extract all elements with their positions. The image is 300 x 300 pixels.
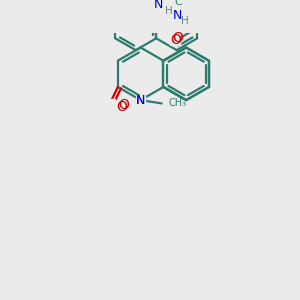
Text: O: O	[118, 98, 129, 112]
Bar	[170, 37, 180, 45]
Text: C: C	[175, 0, 182, 7]
Text: CH₃: CH₃	[168, 98, 186, 108]
Text: N: N	[136, 94, 145, 106]
Text: N: N	[153, 0, 163, 11]
Text: N: N	[173, 9, 182, 22]
Bar	[105, 99, 115, 108]
Text: N: N	[136, 94, 145, 106]
Text: O: O	[171, 33, 182, 46]
Text: O: O	[172, 31, 184, 45]
Text: H: H	[181, 16, 189, 26]
Text: O: O	[116, 100, 128, 114]
Text: H: H	[165, 6, 173, 16]
Bar	[136, 96, 145, 104]
